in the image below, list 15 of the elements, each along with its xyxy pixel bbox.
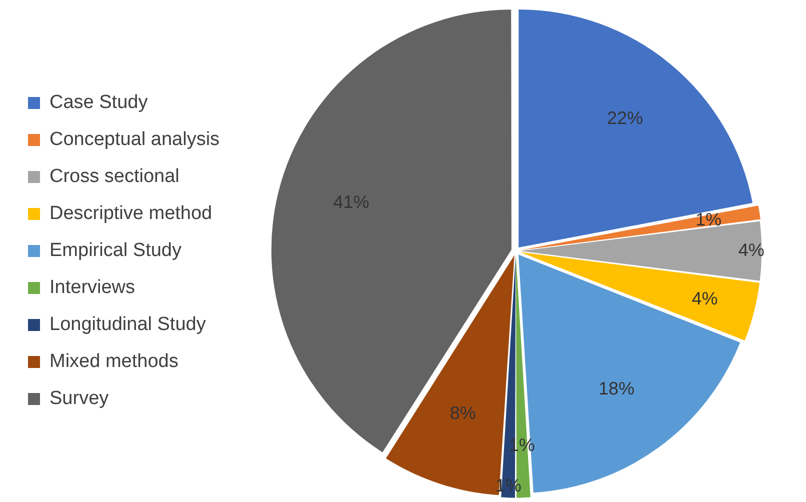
legend-label: Cross sectional (50, 166, 180, 188)
legend-label: Descriptive method (50, 203, 212, 224)
legend-label: Empirical Study (50, 240, 182, 262)
legend-label: Conceptual analysis (50, 129, 220, 150)
data-label: 1% (508, 435, 535, 456)
legend-label: Mixed methods (50, 351, 178, 372)
data-label: 18% (598, 378, 635, 399)
legend-label: Case Study (50, 92, 148, 114)
data-label: 22% (606, 108, 644, 128)
data-label: 4% (692, 288, 718, 309)
legend-label: Longitudinal Study (50, 314, 206, 336)
legend-label: Survey (50, 388, 110, 410)
data-label: 8% (450, 402, 476, 423)
data-label: 1% (696, 209, 722, 230)
legend-label: Interviews (50, 277, 136, 298)
